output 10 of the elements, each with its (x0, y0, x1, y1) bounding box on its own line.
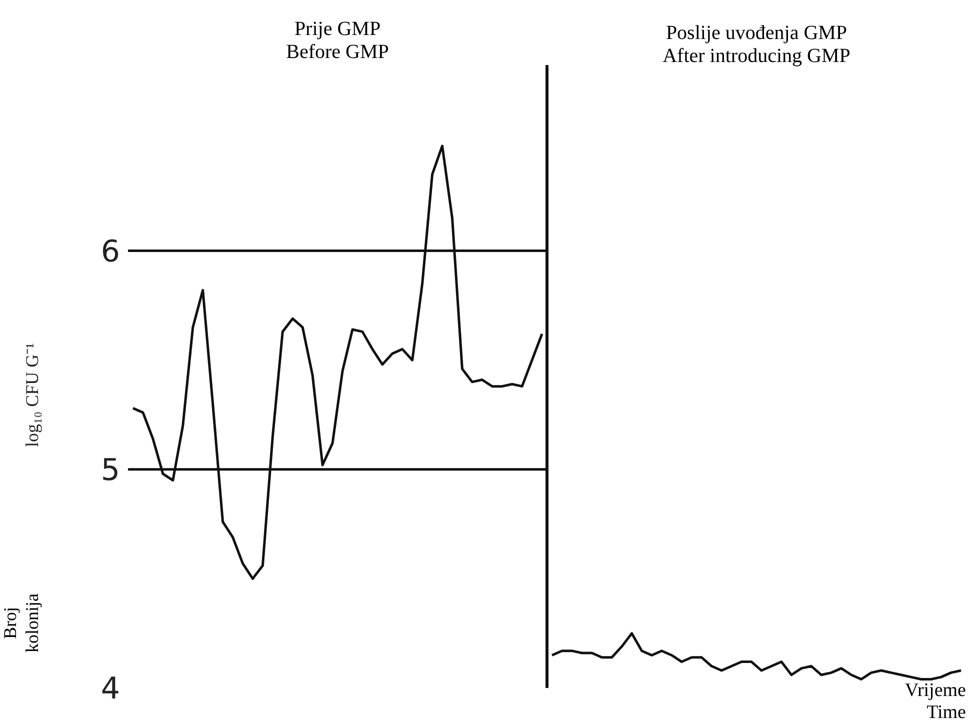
text: Broj kolonija (0, 592, 43, 654)
y-tick-label: 5 (100, 453, 120, 488)
chart-title: Prije GMP Before GMP (285, 18, 390, 64)
y-tick-label: 6 (100, 234, 120, 270)
x-axis-title: Vrijeme Time (904, 680, 966, 724)
line-series (550, 632, 962, 681)
y-axis-title: log₁₀ CFU G⁻¹ (22, 343, 42, 447)
annotation: Poslije uvođenja GMP After introducing GMP (662, 22, 852, 68)
line-series (132, 144, 544, 580)
y-tick-label: 4 (100, 672, 120, 707)
